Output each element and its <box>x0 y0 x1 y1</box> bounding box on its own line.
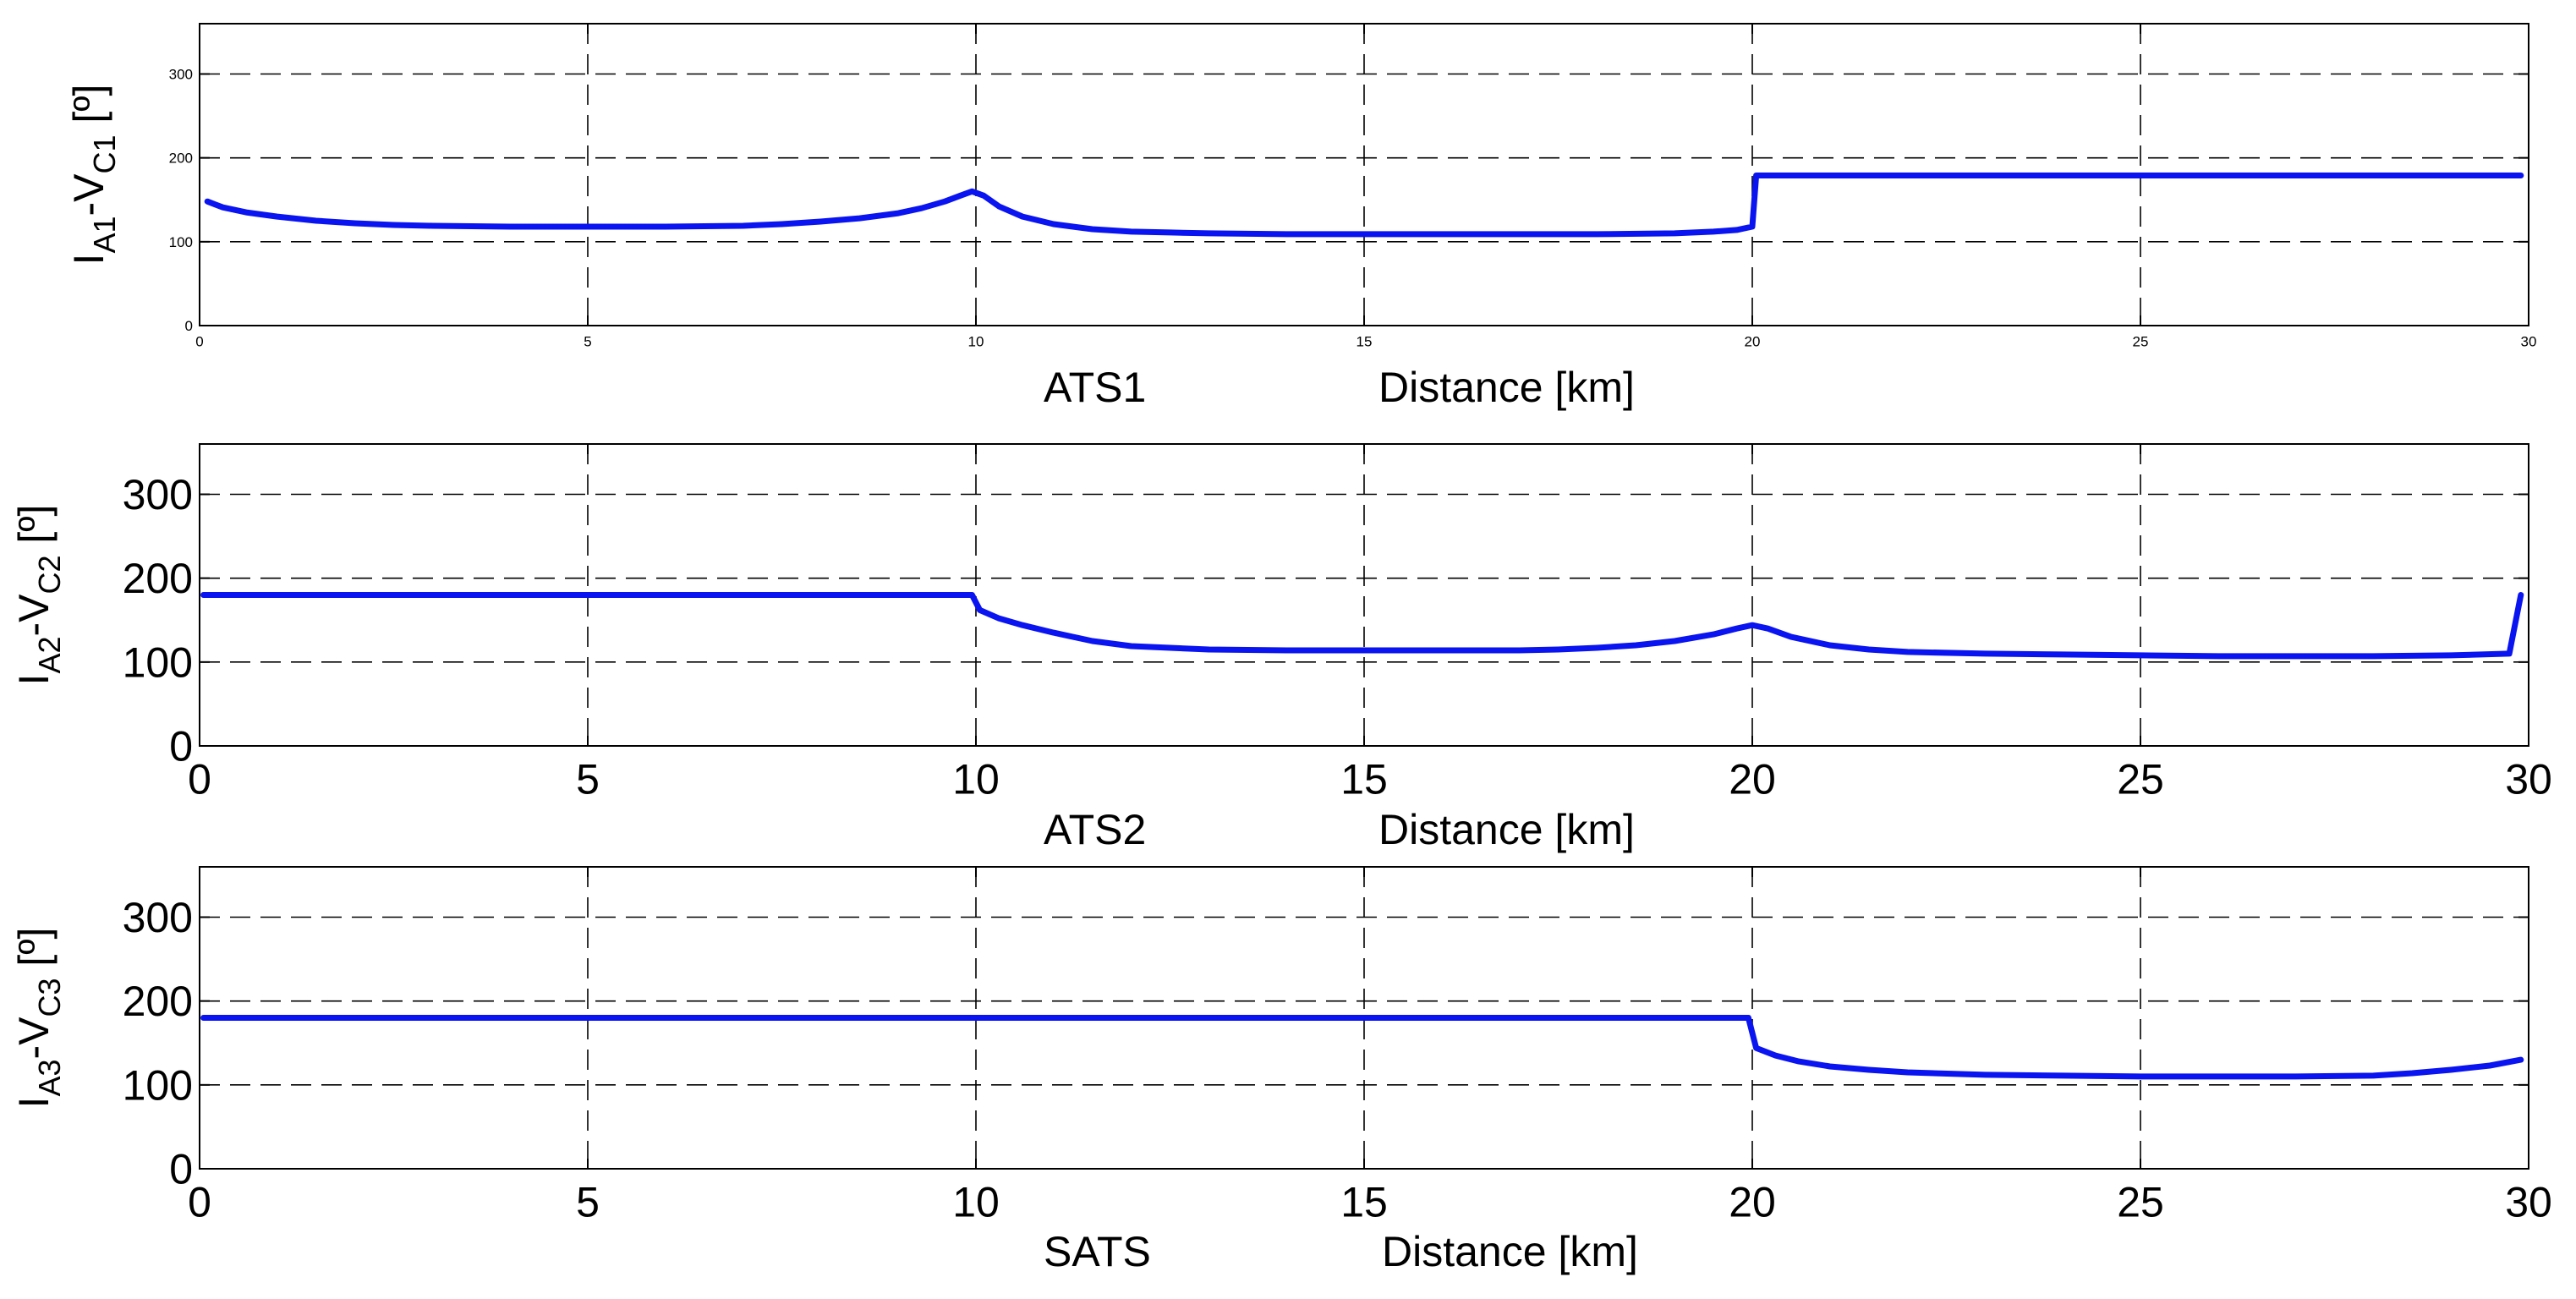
y-tick-label: 200 <box>123 978 193 1025</box>
x-tick-label: 5 <box>576 1179 600 1226</box>
y-axis-label-part: [º] <box>10 505 58 556</box>
x-tick-label: 0 <box>188 1179 211 1226</box>
x-tick-label: 20 <box>1729 756 1776 803</box>
y-tick-label: 100 <box>169 234 193 250</box>
x-tick-label: 10 <box>968 333 984 349</box>
y-axis-label-part: A1 <box>87 216 122 254</box>
y-axis-label-part: A2 <box>32 637 67 674</box>
panel-label: SATS <box>1044 1228 1151 1275</box>
x-tick-label: 0 <box>195 333 203 349</box>
y-tick-label: 300 <box>123 894 193 941</box>
x-tick-label: 20 <box>1745 333 1761 349</box>
x-tick-label: 25 <box>2133 333 2149 349</box>
x-tick-label: 15 <box>1340 1179 1388 1226</box>
x-tick-label: 10 <box>952 1179 1000 1226</box>
x-tick-label: 30 <box>2505 756 2552 803</box>
y-axis-label-part: -V <box>10 594 58 637</box>
x-tick-label: 15 <box>1340 756 1388 803</box>
x-axis-label: Distance [km] <box>1378 364 1635 411</box>
y-axis-label: IA3-VC3 [º] <box>10 928 67 1109</box>
x-axis-label: Distance [km] <box>1378 806 1635 853</box>
x-tick-label: 10 <box>952 756 1000 803</box>
x-axis-label: Distance [km] <box>1382 1228 1638 1275</box>
y-tick-label: 200 <box>169 151 193 167</box>
y-axis-label-part: I <box>65 254 112 266</box>
x-tick-label: 30 <box>2521 333 2537 349</box>
y-axis-label-part: [º] <box>65 85 112 135</box>
data-series-line <box>200 592 2524 660</box>
x-tick-label: 20 <box>1729 1179 1776 1226</box>
data-series-line <box>204 173 2524 238</box>
y-axis-label-part: I <box>10 1097 58 1109</box>
y-axis-label: IA2-VC2 [º] <box>10 505 67 686</box>
panel-label: ATS2 <box>1044 806 1146 853</box>
y-tick-label: 300 <box>169 66 193 82</box>
x-tick-label: 25 <box>2117 756 2164 803</box>
y-tick-label: 0 <box>169 723 193 770</box>
y-tick-label: 100 <box>123 639 193 686</box>
y-axis-label-part: [º] <box>10 928 58 978</box>
x-tick-label: 15 <box>1357 333 1373 349</box>
y-tick-label: 100 <box>123 1061 193 1109</box>
x-tick-label: 5 <box>584 333 591 349</box>
y-axis-label-part: C1 <box>87 134 122 173</box>
y-axis-label-part: A3 <box>32 1060 67 1097</box>
y-tick-label: 0 <box>185 318 193 334</box>
x-tick-label: 30 <box>2505 1179 2552 1226</box>
y-axis-label-part: I <box>10 674 58 686</box>
x-tick-label: 5 <box>576 756 600 803</box>
y-tick-label: 300 <box>123 471 193 518</box>
y-axis-label-part: -V <box>65 173 112 216</box>
data-series-line <box>200 1015 2524 1080</box>
y-axis-label-part: C3 <box>32 978 67 1017</box>
x-tick-label: 25 <box>2117 1179 2164 1226</box>
y-axis-label-part: -V <box>10 1017 58 1060</box>
x-tick-label: 0 <box>188 756 211 803</box>
y-tick-label: 200 <box>123 555 193 602</box>
y-tick-label: 0 <box>169 1146 193 1193</box>
y-axis-label: IA1-VC1 [º] <box>65 85 122 266</box>
y-axis-label-part: C2 <box>32 555 67 594</box>
panel-label: ATS1 <box>1044 364 1146 411</box>
